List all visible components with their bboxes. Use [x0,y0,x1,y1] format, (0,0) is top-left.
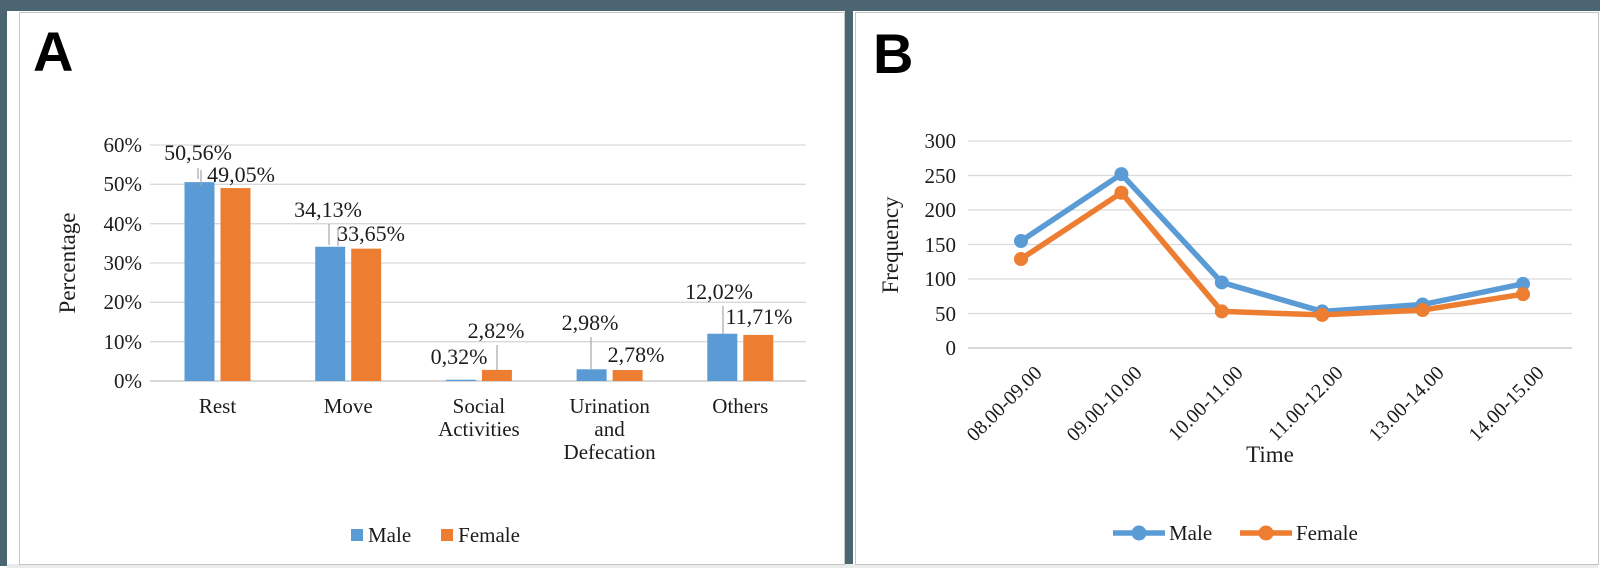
legend-b-female-label: Female [1296,521,1358,545]
chart-a-category-label: Defecation [563,440,656,464]
panel-b-label: B [873,22,914,85]
axis-title-time: Time [1246,442,1294,467]
legend-a: Male Female [351,524,520,546]
chart-a-ytick: 10% [103,329,143,354]
chart-a-category-label: Rest [198,394,237,418]
value-label-female: 2,78% [607,342,665,367]
legend-a-male-label: Male [368,523,412,547]
chart-b-ytick: 250 [924,163,957,188]
chart-a-ytick: 60% [103,133,143,157]
chart-a-ytick: 50% [103,172,143,197]
legend-a-female-label: Female [458,523,520,547]
chart-a-ytick: 20% [103,290,143,315]
value-label-female: 49,05% [207,162,275,187]
legend-a-female-swatch-icon [441,529,454,541]
value-label-male: 50,56% [164,140,232,165]
chart-b-ytick: 100 [924,267,957,291]
chart-a-category-label: Move [323,394,373,418]
chart-a-category-label: Activities [438,417,520,441]
panel-a-card [19,12,845,565]
chart-b-ytick: 200 [924,198,957,222]
chart-a-category-label: Social [452,394,506,418]
chart-b-ytick: 0 [945,336,957,360]
chart-b-ytick: 50 [935,301,956,326]
axis-title-percentage: Percentage [55,212,80,314]
chart-a-ytick: 40% [103,211,143,236]
value-label-female: 2,82% [467,318,525,343]
chart-a-category-label: and [594,417,625,441]
axis-title-frequency: Frequency [878,196,903,294]
value-label-male: 12,02% [685,279,753,304]
legend-b-male-label: Male [1169,521,1213,545]
chart-a-ytick: 0% [114,369,142,393]
frame-top-strip [0,0,1600,11]
chart-a-category-label: Urination [569,394,650,418]
value-label-male: 2,98% [561,310,619,335]
chart-a-category-label: Others [712,394,769,418]
value-label-female: 11,71% [725,304,793,329]
value-label-male: 0,32% [430,344,488,369]
value-label-female: 33,65% [337,221,405,246]
frame-divider-strip [845,0,853,564]
panel-a-label: A [33,20,74,83]
legend-a-male-swatch-icon [351,529,363,541]
chart-b-ytick: 150 [924,232,957,257]
chart-a-ytick: 30% [103,251,143,275]
chart-b-ytick: 300 [924,129,957,153]
frame-left-strip [0,0,7,566]
value-label-male: 34,13% [294,197,362,222]
frame-bottom-band [7,564,1598,568]
